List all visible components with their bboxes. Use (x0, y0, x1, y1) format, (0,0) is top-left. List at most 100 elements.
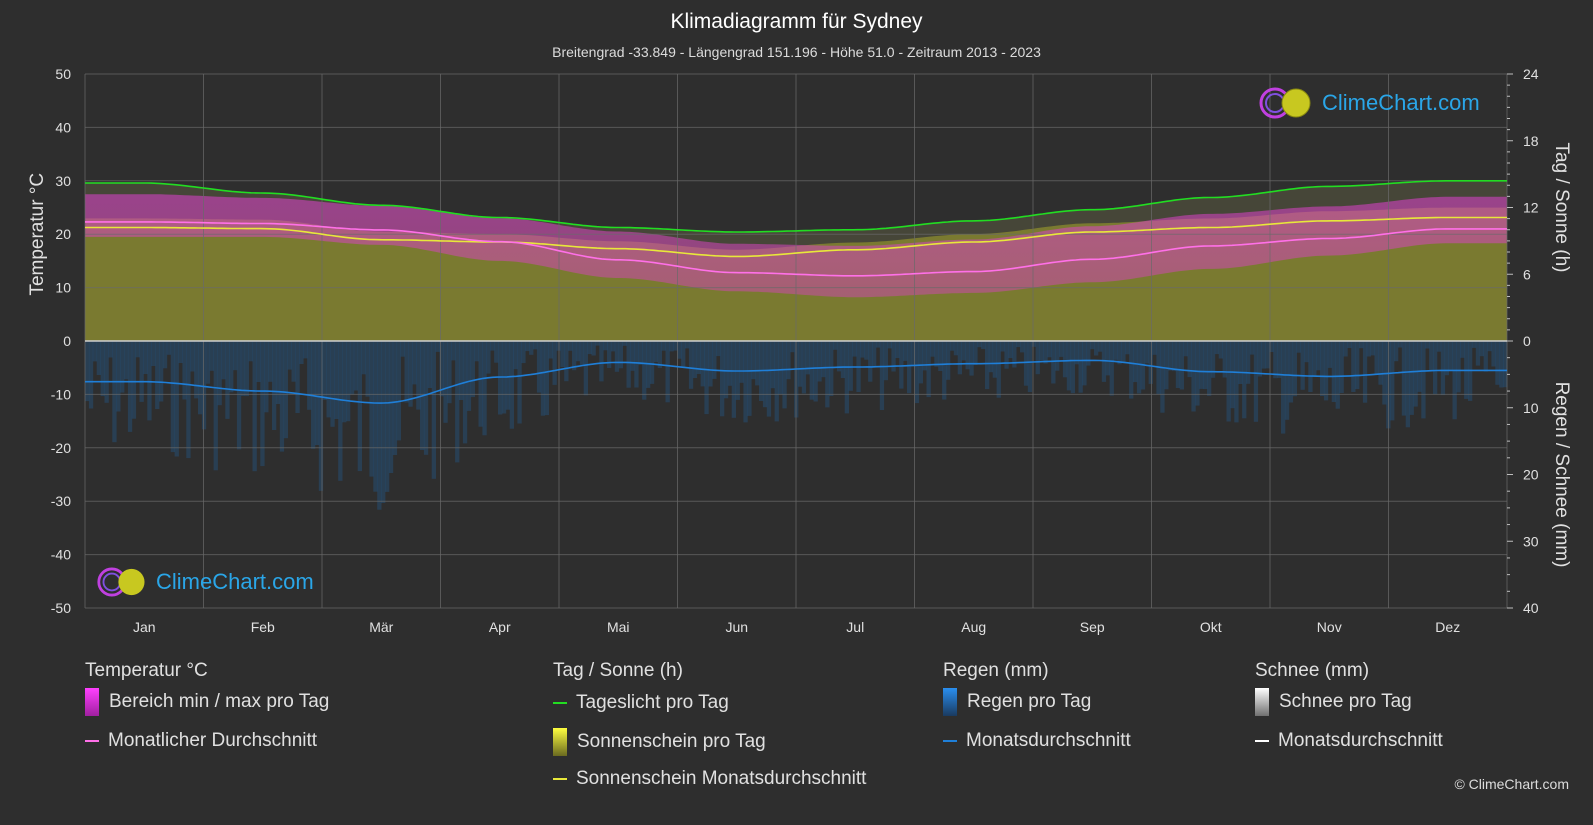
rain-bar (907, 341, 912, 394)
rain-bar (630, 341, 635, 371)
rain-bar (1097, 341, 1103, 352)
rain-bar (330, 341, 335, 427)
rain-bar (614, 341, 620, 372)
legend-item-temp-range: Bereich min / max pro Tag (85, 688, 329, 716)
rain-bar (1020, 341, 1025, 353)
rain-bar (1070, 341, 1075, 394)
rain-bar (295, 341, 300, 413)
rain-bar (595, 341, 600, 346)
rain-bar (447, 341, 452, 404)
rain-bar (685, 341, 690, 349)
rain-bar (314, 341, 320, 445)
logo-top[interactable]: ClimeChart.com (1258, 86, 1480, 120)
rain-bar (455, 341, 460, 463)
rain-bar (809, 341, 814, 400)
legend-label: Sonnenschein pro Tag (577, 731, 766, 752)
rain-bar (1421, 341, 1426, 419)
rain-bar (322, 341, 327, 400)
rain-bar (844, 341, 849, 414)
y-tick-label-hours: 24 (1523, 66, 1539, 82)
rain-bar (248, 341, 253, 362)
rain-bar (657, 341, 662, 368)
x-tick-label: Dez (1435, 619, 1460, 635)
rain-bar (1288, 341, 1294, 403)
rain-bar (478, 341, 483, 427)
rain-bar (361, 341, 366, 375)
rain-bar (1444, 341, 1449, 376)
rain-bar (1257, 341, 1262, 377)
rain-bar (186, 341, 191, 459)
rain-bar (170, 341, 175, 453)
rain-bar (1359, 341, 1364, 349)
rain-bar (1308, 341, 1313, 392)
rain-bar (1210, 341, 1216, 378)
legend-label: Bereich min / max pro Tag (109, 691, 330, 712)
rain-bar (268, 341, 273, 382)
rain-bar (743, 341, 748, 423)
rain-swatch (943, 688, 957, 716)
rain-bar (942, 341, 947, 400)
rain-bar (1397, 341, 1403, 348)
x-tick-label: Nov (1317, 619, 1342, 635)
rain-bar (1265, 341, 1270, 369)
rain-bar (1456, 341, 1461, 393)
rain-bar (287, 341, 292, 370)
rain-bar (342, 341, 347, 423)
rain-bar (190, 341, 195, 372)
rain-bar (875, 341, 881, 348)
rain-bar (408, 341, 413, 407)
rain-bar (1417, 341, 1422, 392)
rain-bar (774, 341, 779, 422)
rain-bar (88, 341, 94, 409)
rain-bar (1370, 341, 1375, 356)
rain-bar (482, 341, 487, 436)
rain-bar (135, 341, 140, 358)
rain-bar (692, 341, 698, 378)
rain-bar (431, 341, 436, 479)
rain-bar (338, 341, 343, 481)
rain-bar (1035, 341, 1040, 375)
rain-bar (373, 341, 378, 492)
x-tick-label: Jan (133, 619, 156, 635)
rain-bar (716, 341, 721, 357)
rain-bar (727, 341, 733, 386)
rain-bar (544, 341, 549, 416)
rain-bar (797, 341, 803, 387)
rain-bar (1374, 341, 1379, 375)
rain-bar (883, 341, 888, 381)
rain-bar (198, 341, 203, 415)
legend-label: Monatlicher Durchschnitt (108, 730, 318, 751)
rain-bar (1004, 341, 1009, 369)
rain-bar (400, 341, 405, 357)
rain-bar (260, 341, 265, 467)
y-tick-label-temp: -30 (51, 493, 71, 509)
rain-bar (1284, 341, 1290, 420)
logo-bottom[interactable]: ClimeChart.com (96, 565, 314, 599)
rain-bar (1479, 341, 1484, 357)
rain-bar (509, 341, 514, 429)
rain-bar (225, 341, 230, 419)
rain-bar (1043, 341, 1048, 364)
rain-bar (470, 341, 475, 398)
rain-bar (85, 341, 90, 402)
rain-bar (178, 341, 183, 363)
rain-bar (1047, 341, 1052, 358)
rain-bar (194, 341, 199, 399)
rain-bar (860, 341, 865, 358)
legend-label: Schnee pro Tag (1279, 691, 1412, 712)
rain-bar (1066, 341, 1072, 391)
rain-bar (1218, 341, 1223, 359)
rain-bar (116, 341, 121, 412)
rain-bar (1090, 341, 1095, 350)
legend-item-temp-avg: Monatlicher Durchschnitt (85, 730, 317, 752)
rain-bar (131, 341, 137, 419)
rain-bar (560, 341, 565, 367)
logo-text: ClimeChart.com (156, 569, 314, 594)
y-tick-label-rain: 40 (1523, 600, 1539, 616)
legend-item-snow: Schnee pro Tag (1255, 688, 1412, 716)
rain-bar (996, 341, 1001, 398)
rain-bar (712, 341, 717, 379)
rain-bar (895, 341, 900, 358)
rain-bar (427, 341, 433, 388)
rain-bar (334, 341, 339, 419)
